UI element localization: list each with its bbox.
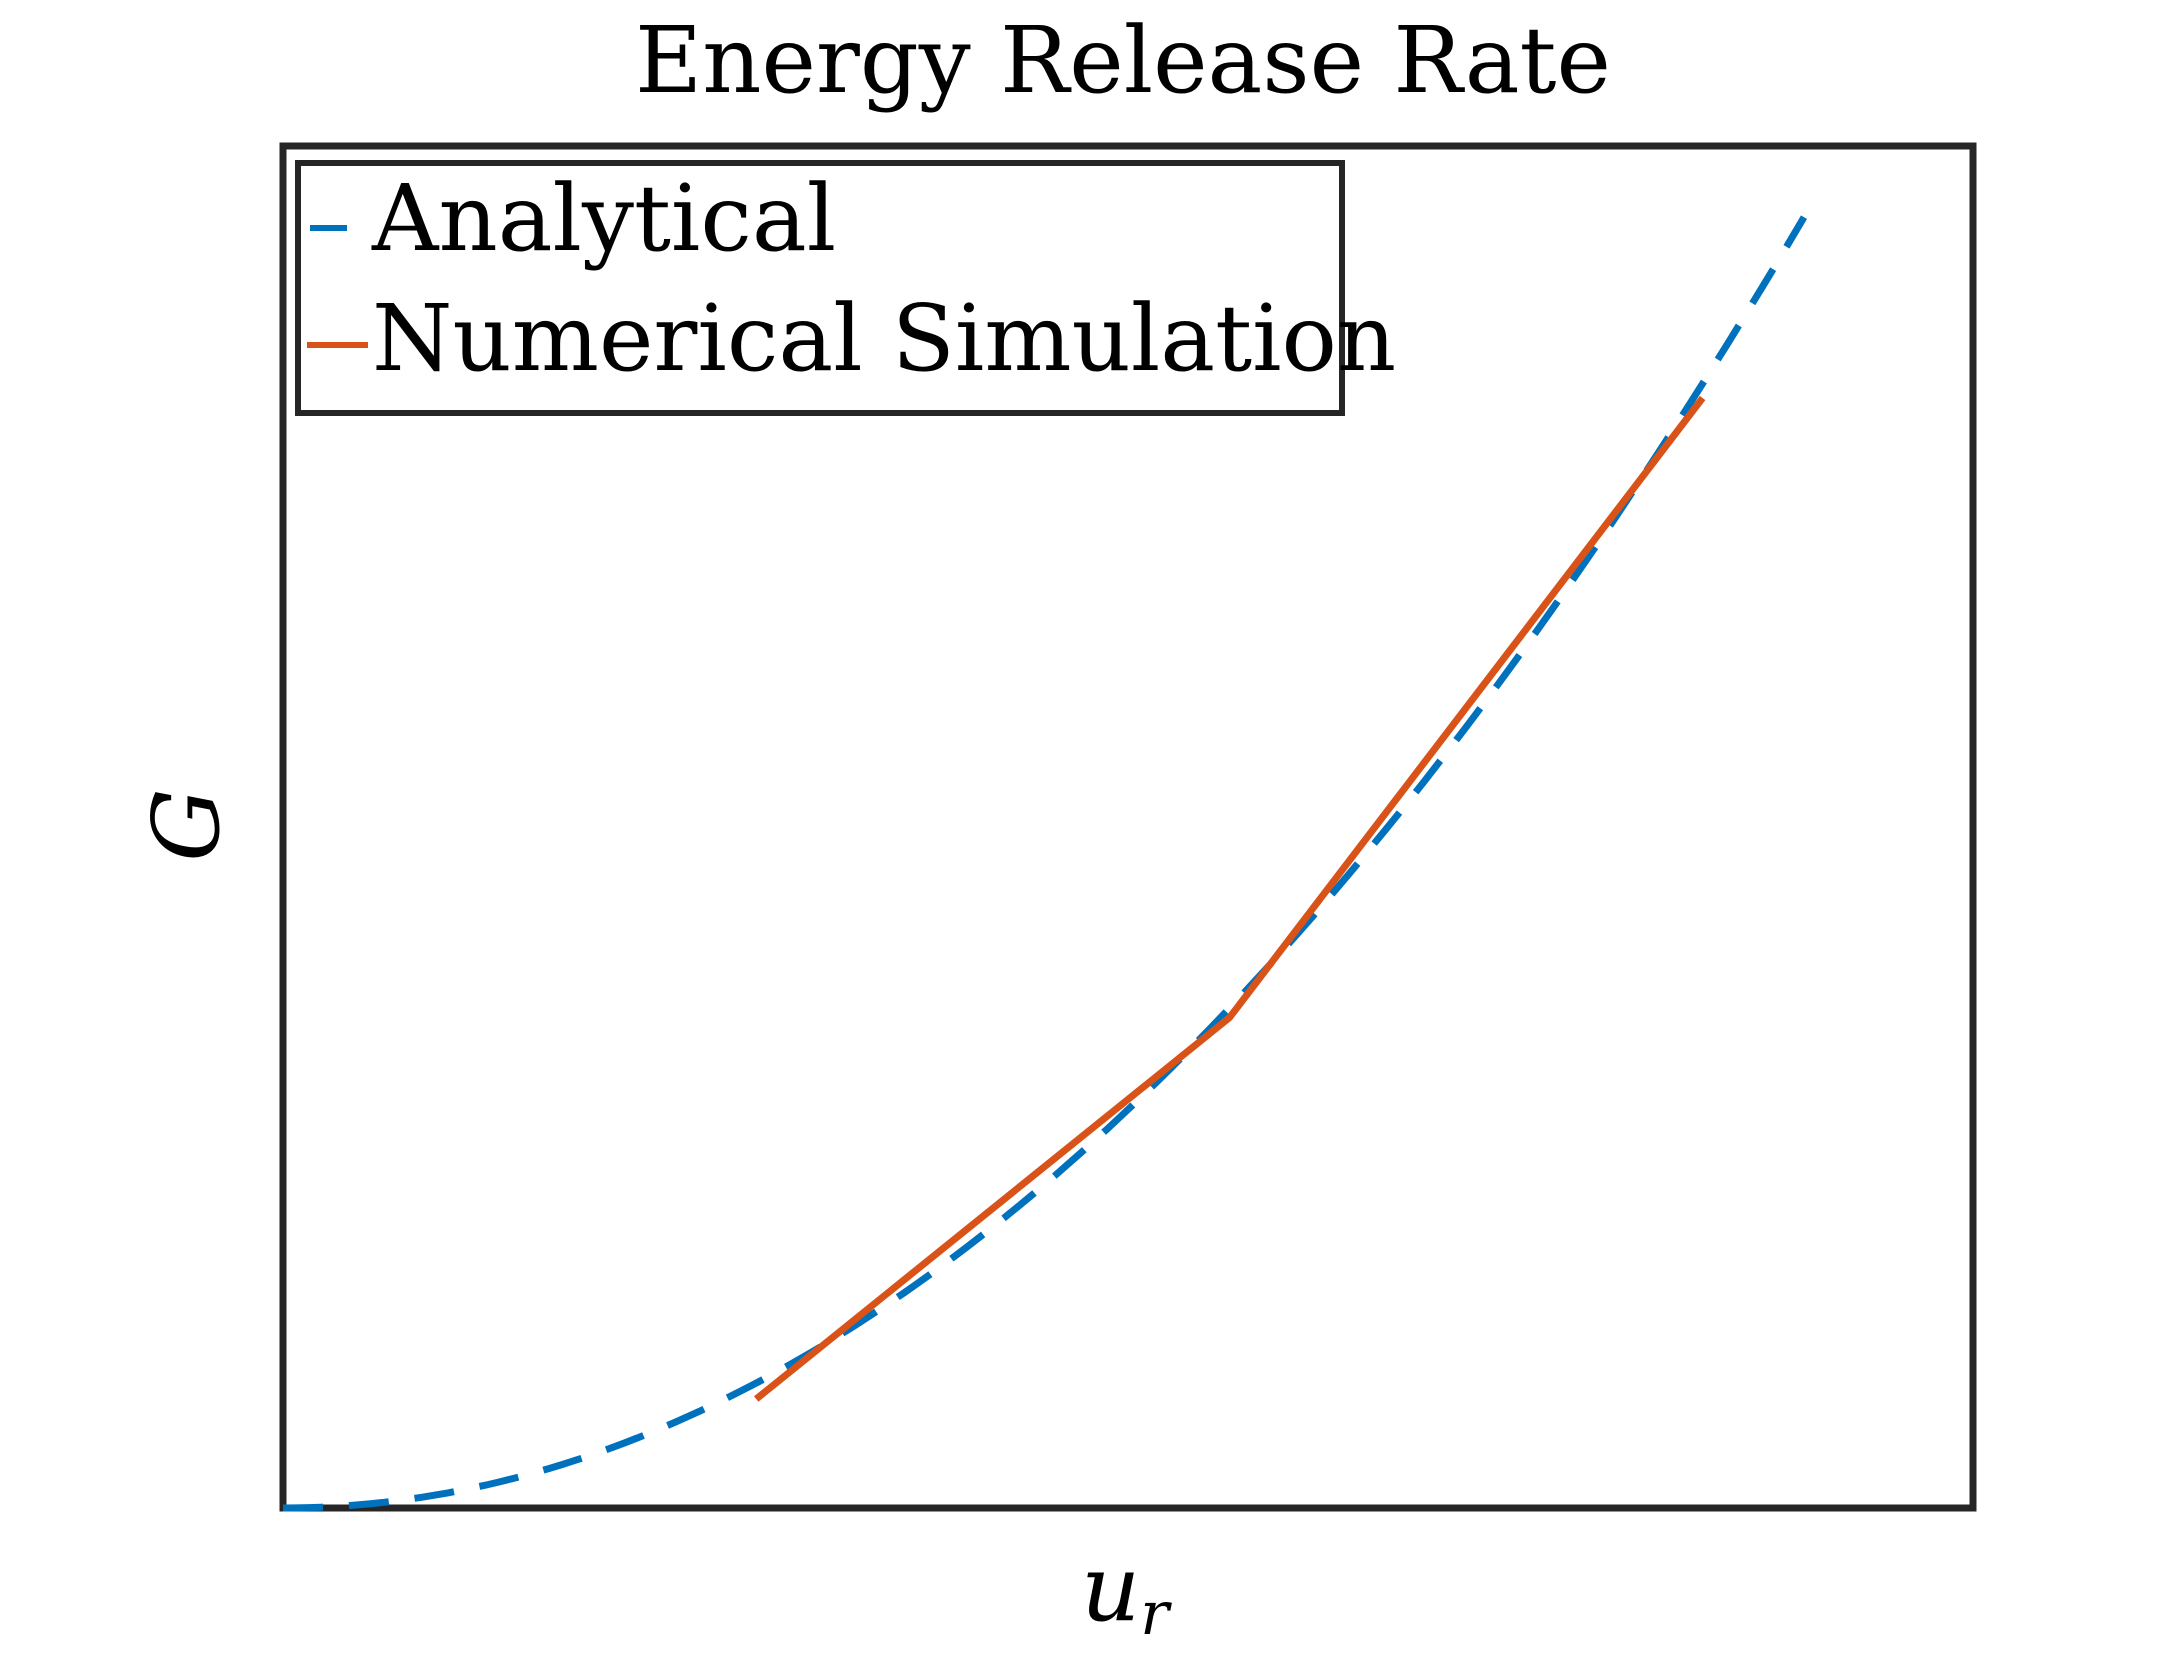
- legend-label-numerical-simulation: Numerical Simulation: [372, 285, 1396, 392]
- legend-box: [295, 160, 1345, 416]
- series-line-analytical: [282, 215, 1808, 1512]
- x-axis-label: ur: [1081, 1535, 1172, 1649]
- series-layer: [282, 215, 1808, 1512]
- x-axis-label-main: u: [1081, 1535, 1140, 1642]
- legend-label-analytical: Analytical: [371, 165, 836, 272]
- x-axis-label-subscript: r: [1140, 1579, 1172, 1649]
- legend: Analytical Numerical Simulation: [295, 160, 1396, 416]
- series-line-numerical-simulation: [754, 395, 1706, 1402]
- chart-title: Energy Release Rate: [635, 7, 1611, 114]
- y-axis-label: G: [133, 788, 240, 862]
